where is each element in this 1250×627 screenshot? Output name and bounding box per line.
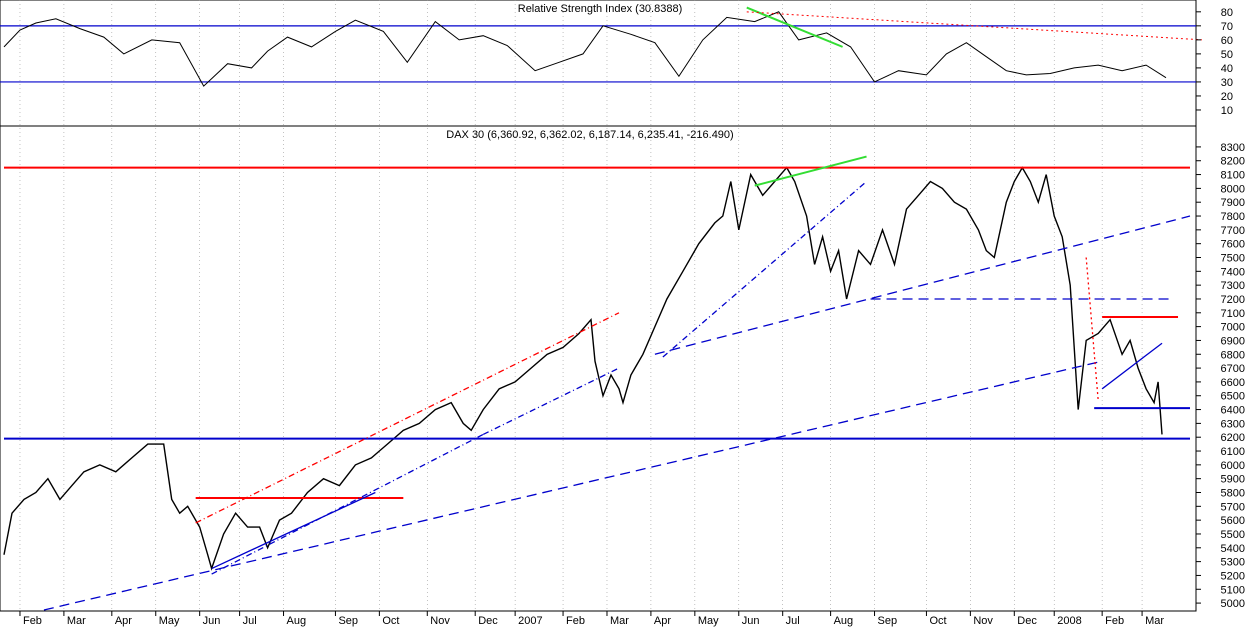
x-tick-label: May (159, 615, 180, 627)
x-tick-label: Apr (654, 615, 671, 627)
price-y-tick-label: 6500 (1221, 391, 1245, 403)
price-y-tick-label: 5900 (1221, 474, 1245, 486)
rsi-trendline (746, 6, 843, 48)
x-tick-label: Nov (973, 615, 993, 627)
price-y-tick-label: 7800 (1221, 211, 1245, 223)
price-y-tick-label: 7700 (1221, 225, 1245, 237)
x-tick-label: Dec (1017, 615, 1037, 627)
price-y-tick-label: 6800 (1221, 349, 1245, 361)
rsi-title: Relative Strength Index (30.8388) (518, 3, 683, 15)
price-trendline (662, 180, 867, 358)
x-tick-label: Apr (115, 615, 132, 627)
x-tick-label: Jun (742, 615, 760, 627)
price-y-tick-label: 7600 (1221, 239, 1245, 251)
rsi-series-line (3, 11, 1167, 87)
price-y-tick-label: 6400 (1221, 405, 1245, 417)
rsi-y-tick-label: 80 (1221, 7, 1233, 19)
price-trendline (754, 155, 867, 187)
price-title: DAX 30 (6,360.92, 6,362.02, 6,187.14, 6,… (446, 129, 733, 141)
price-trendline (1101, 342, 1163, 390)
price-y-tick-label: 6200 (1221, 432, 1245, 444)
price-trendline (211, 433, 484, 575)
price-y-tick-label: 8300 (1221, 142, 1245, 154)
x-tick-label: Nov (430, 615, 450, 627)
rsi-plot (0, 6, 1203, 87)
price-y-tick-label: 6300 (1221, 418, 1245, 430)
axes: Feb Mar Apr May Jun Jul Aug Sep Oct Nov Dec 2007 Feb… (19, 7, 1245, 627)
x-tick-label: Oct (382, 615, 399, 627)
price-series-line (3, 166, 1163, 571)
price-y-tick-label: 5600 (1221, 515, 1245, 527)
trendlines (4, 155, 1191, 611)
x-tick-label: 2007 (518, 615, 542, 627)
price-y-tick-label: 5500 (1221, 529, 1245, 541)
rsi-y-tick-label: 30 (1221, 77, 1233, 89)
rsi-y-tick-label: 70 (1221, 21, 1233, 33)
rsi-y-tick-label: 50 (1221, 49, 1233, 61)
price-y-tick-label: 5700 (1221, 501, 1245, 513)
price-trendline (1085, 257, 1099, 400)
price-y-tick-label: 8100 (1221, 170, 1245, 182)
x-tick-label: Jul (786, 615, 800, 627)
rsi-trendline (746, 11, 1203, 41)
x-tick-label: Mar (1145, 615, 1164, 627)
x-tick-label: Feb (566, 615, 585, 627)
price-trendline (654, 215, 1191, 355)
price-y-tick-label: 5000 (1221, 598, 1245, 610)
price-trendline (211, 491, 376, 570)
price-y-tick-label: 6000 (1221, 460, 1245, 472)
x-tick-label: Feb (1105, 615, 1124, 627)
price-y-tick-label: 7400 (1221, 266, 1245, 278)
price-y-tick-label: 6600 (1221, 377, 1245, 389)
price-y-tick-label: 5200 (1221, 570, 1245, 582)
price-y-tick-label: 5300 (1221, 557, 1245, 569)
x-tick-label: Dec (478, 615, 498, 627)
price-y-tick-label: 7900 (1221, 197, 1245, 209)
price-y-tick-label: 8200 (1221, 156, 1245, 168)
price-panel (0, 125, 1197, 612)
price-y-tick-label: 8000 (1221, 183, 1245, 195)
x-tick-label: Sep (338, 615, 358, 627)
rsi-y-tick-label: 60 (1221, 35, 1233, 47)
price-plot (3, 166, 1163, 571)
price-y-tick-label: 6100 (1221, 446, 1245, 458)
x-tick-label: Feb (23, 615, 42, 627)
price-y-tick-label: 5100 (1221, 584, 1245, 596)
price-trendline (43, 360, 1103, 611)
x-tick-label: Sep (878, 615, 898, 627)
x-tick-label: Mar (610, 615, 629, 627)
price-trendline (195, 312, 620, 524)
rsi-y-tick-label: 40 (1221, 63, 1233, 75)
rsi-y-tick-label: 20 (1221, 91, 1233, 103)
x-tick-label: May (698, 615, 719, 627)
price-y-tick-label: 7500 (1221, 253, 1245, 265)
price-y-tick-label: 7200 (1221, 294, 1245, 306)
rsi-y-tick-label: 10 (1221, 105, 1233, 117)
price-y-tick-label: 7000 (1221, 322, 1245, 334)
price-y-tick-label: 5400 (1221, 543, 1245, 555)
x-tick-label: Aug (287, 615, 307, 627)
price-y-tick-label: 5800 (1221, 488, 1245, 500)
price-y-tick-label: 6900 (1221, 335, 1245, 347)
x-tick-label: Oct (929, 615, 946, 627)
x-tick-label: Mar (67, 615, 86, 627)
price-y-tick-label: 7100 (1221, 308, 1245, 320)
price-y-tick-label: 6700 (1221, 363, 1245, 375)
x-tick-label: 2008 (1057, 615, 1081, 627)
x-tick-label: Jul (243, 615, 257, 627)
x-tick-label: Aug (834, 615, 854, 627)
rsi-panel (0, 0, 1197, 127)
price-y-tick-label: 7300 (1221, 280, 1245, 292)
x-tick-label: Jun (203, 615, 221, 627)
